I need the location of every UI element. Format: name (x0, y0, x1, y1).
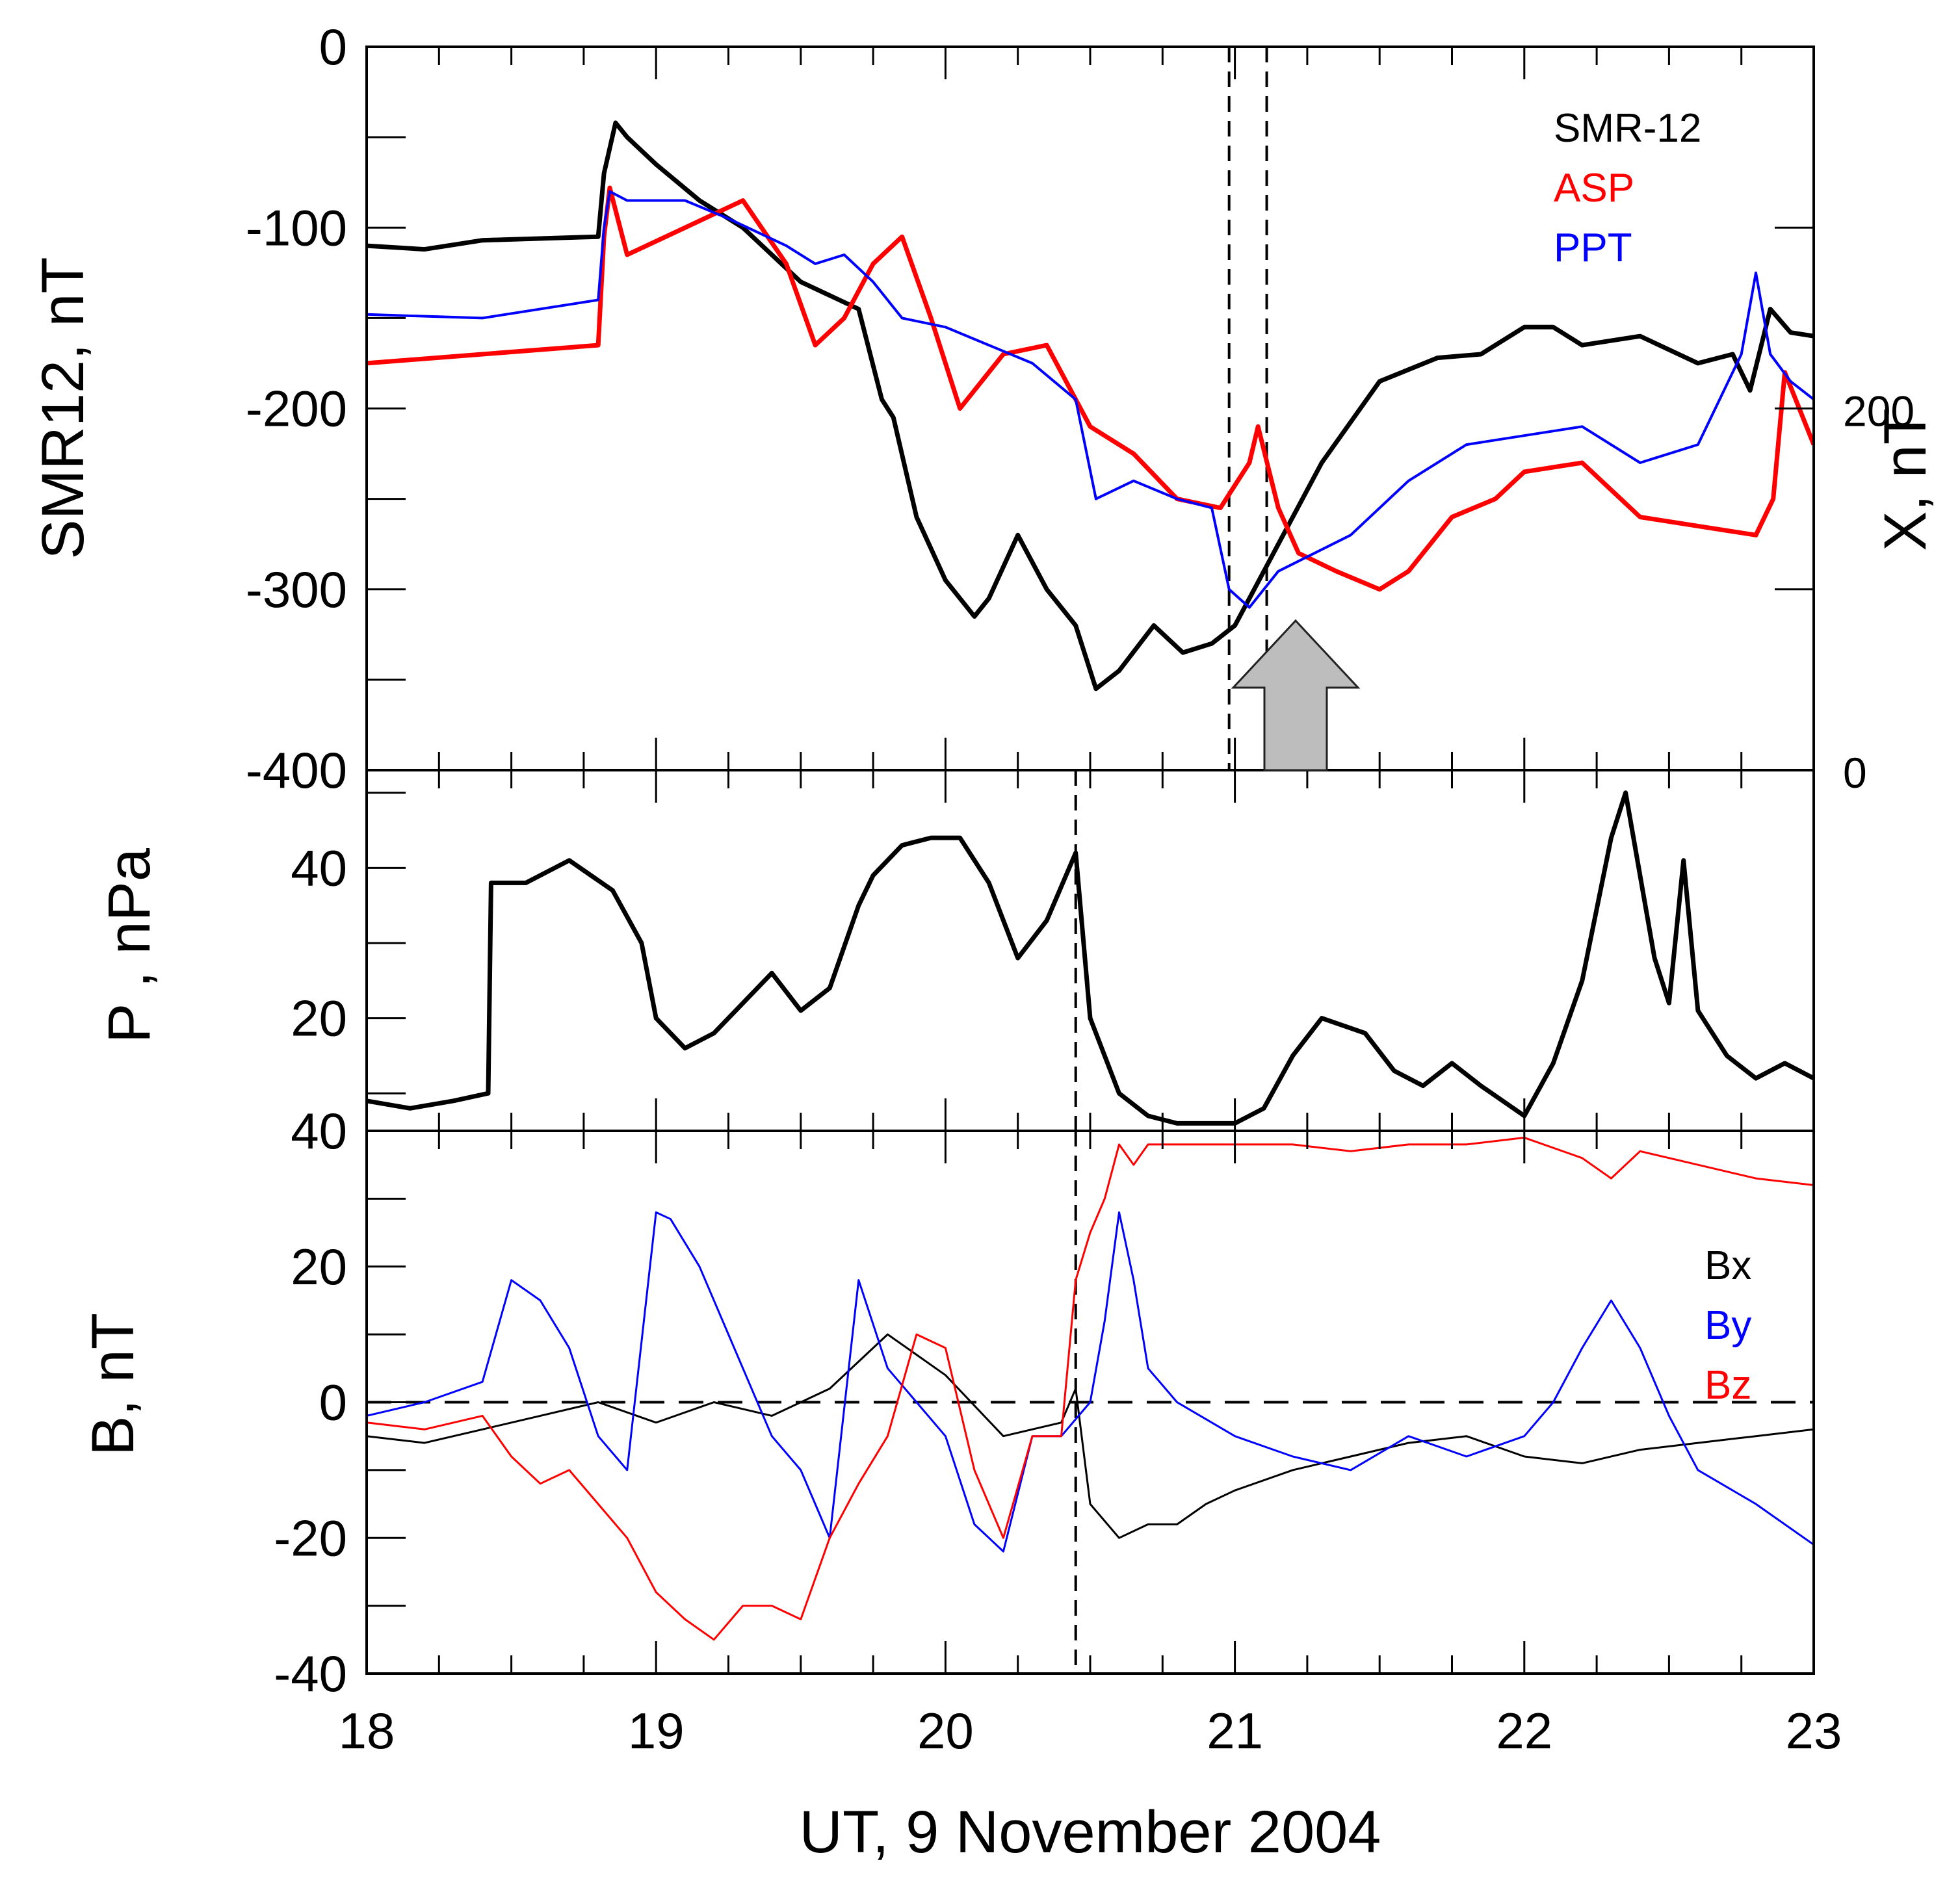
x-tick-label: 18 (339, 1702, 395, 1759)
legend-bz: Bz (1705, 1363, 1751, 1408)
x-tick-label: 22 (1496, 1702, 1552, 1759)
bottom-ylabel: B, nT (80, 1313, 146, 1456)
panel-frame-top (365, 45, 1815, 771)
x-tick-label: 20 (917, 1702, 974, 1759)
x-tick-label: 23 (1786, 1702, 1842, 1759)
x-tick-label: 21 (1207, 1702, 1263, 1759)
series-line-bx (367, 1333, 1814, 1539)
y-tick-label: 0 (319, 18, 347, 75)
legend-asp: ASP (1554, 166, 1634, 211)
y-tick-label: 40 (291, 1102, 347, 1159)
middle-ylabel: P , nPa (96, 848, 163, 1043)
series-line-asp (367, 185, 1814, 592)
y-tick-label: 20 (291, 1238, 347, 1295)
legend-bx: Bx (1705, 1243, 1751, 1288)
legend-smr12: SMR-12 (1554, 106, 1701, 151)
y-tick-label: 20 (291, 990, 347, 1047)
y-tick-label: -40 (274, 1645, 347, 1702)
series-line-p (367, 790, 1814, 1126)
y-tick-label: -100 (246, 199, 347, 256)
legend-ppt: PPT (1554, 226, 1632, 270)
series-line-ppt (367, 190, 1814, 609)
arrow-annotation (1231, 619, 1361, 771)
top-ylabel: SMR12, nT (30, 257, 96, 559)
panel-frame-middle (365, 769, 1815, 1132)
y-tick-label: 0 (319, 1374, 347, 1431)
y-tick-label: -200 (246, 380, 347, 437)
y-tick-label: 40 (291, 839, 347, 896)
x-tick-label: 19 (628, 1702, 685, 1759)
x-axis-title: UT, 9 November 2004 (800, 1799, 1381, 1865)
series-line-bz (367, 1136, 1814, 1641)
series-line-smr-12 (367, 120, 1814, 692)
y-tick-label: -300 (246, 561, 347, 618)
y-right-tick-label: 0 (1843, 749, 1867, 797)
y-right-tick-label: 200 (1843, 387, 1914, 435)
legend-by: By (1705, 1303, 1751, 1348)
y-tick-label: -20 (274, 1509, 347, 1566)
top-ylabel-right: X, nT (1872, 408, 1939, 551)
y-tick-label: -400 (246, 742, 347, 799)
